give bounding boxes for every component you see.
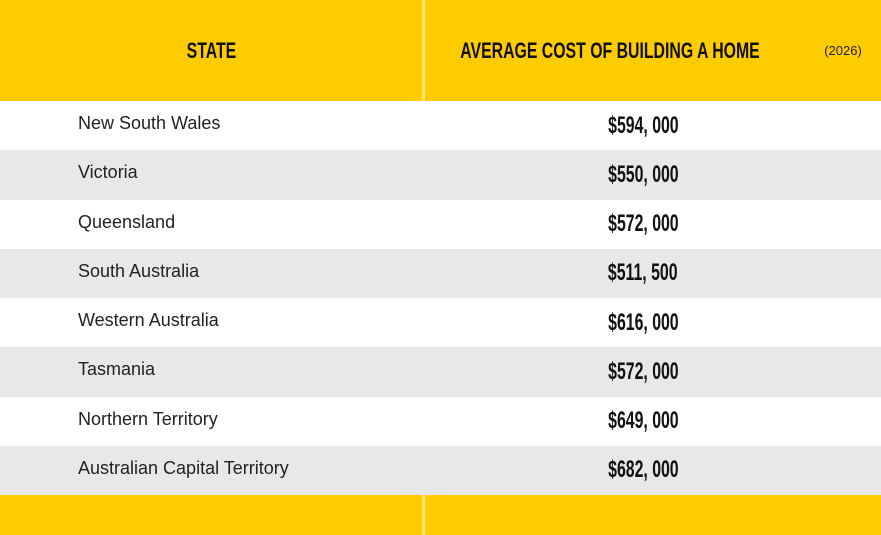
- cost-value: $682, 000: [607, 456, 679, 484]
- state-name: Queensland: [78, 211, 176, 232]
- state-name: Western Australia: [78, 310, 219, 331]
- header-text: STATE: [186, 37, 236, 63]
- state-name: Tasmania: [78, 359, 156, 380]
- header-cell: AVERAGE COST OF BUILDING A HOME (2026): [425, 0, 881, 101]
- table-row: Australian Capital Territory $682, 000: [0, 445, 881, 495]
- cost-cell: $572, 000: [425, 347, 861, 396]
- state-name: South Australia: [78, 260, 200, 281]
- table-row: Tasmania $572, 000: [0, 347, 881, 397]
- cost-value: $649, 000: [607, 407, 679, 435]
- header-text: AVERAGE COST OF BUILDING A HOME: [460, 37, 760, 63]
- state-name: Victoria: [78, 162, 138, 183]
- cost-value: $572, 000: [607, 210, 679, 238]
- cost-cell: $572, 000: [425, 200, 861, 249]
- table-row: Northern Territory $649, 000: [0, 397, 881, 446]
- cost-cell: $594, 000: [425, 101, 861, 150]
- table-header: STATE AVERAGE COST OF BUILDING A HOME (2…: [0, 0, 881, 101]
- cost-value: $511, 500: [608, 259, 678, 287]
- cost-value: $616, 000: [607, 308, 679, 336]
- cost-value: $572, 000: [607, 357, 679, 385]
- cost-cell: $649, 000: [425, 397, 861, 446]
- table-row: South Australia $511, 500: [0, 248, 881, 298]
- header-note: (2026): [824, 43, 862, 58]
- cost-cell: $511, 500: [425, 249, 861, 298]
- table-row: Victoria $550, 000: [0, 150, 881, 200]
- cost-cell: $682, 000: [425, 446, 861, 495]
- state-name: Australian Capital Territory: [78, 457, 289, 478]
- cost-value: $550, 000: [607, 160, 679, 188]
- state-name: New South Wales: [78, 113, 221, 134]
- header-cell: STATE: [0, 0, 422, 101]
- cost-cell: $616, 000: [425, 298, 861, 347]
- table-row: New South Wales $594, 000: [0, 101, 881, 150]
- state-name: Northern Territory: [78, 408, 218, 429]
- table-row: Queensland $572, 000: [0, 200, 881, 249]
- table-row: Western Australia $616, 000: [0, 298, 881, 347]
- cost-cell: $550, 000: [425, 150, 861, 199]
- cost-value: $594, 000: [607, 111, 679, 139]
- table-footer: [0, 495, 881, 535]
- column-divider: [422, 495, 425, 535]
- column-divider: [422, 0, 425, 101]
